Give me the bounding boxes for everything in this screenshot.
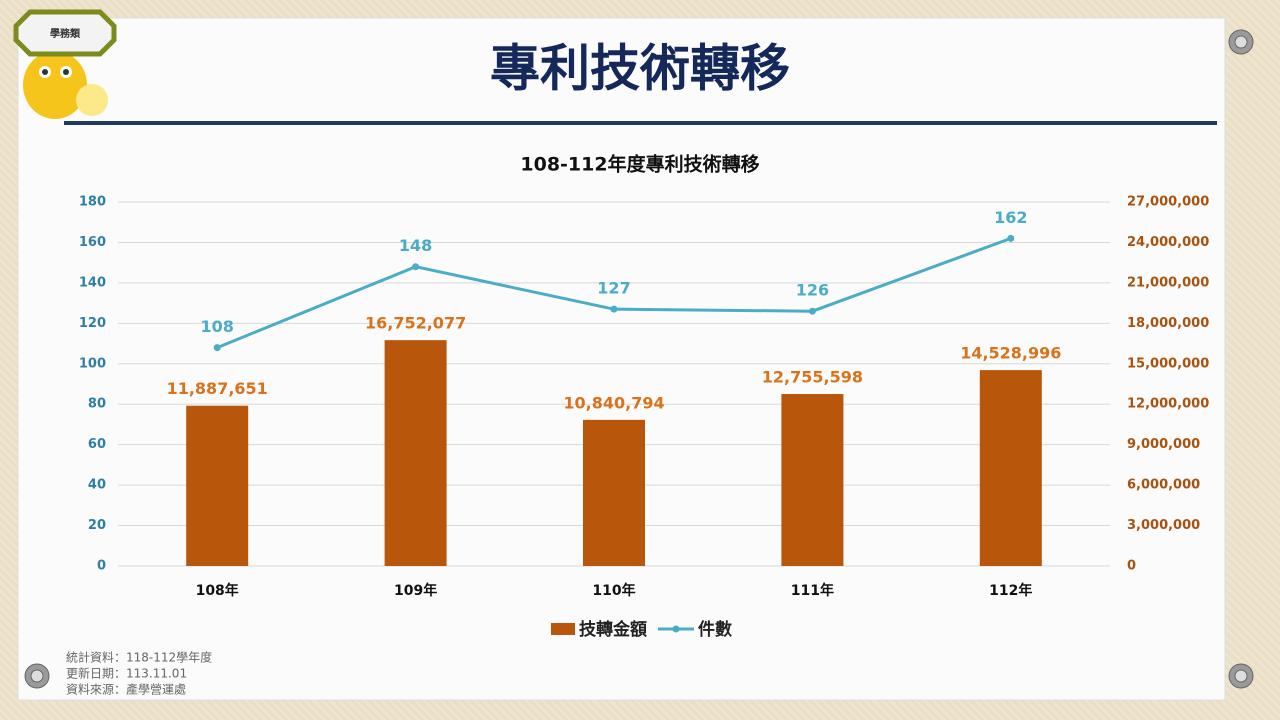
y2-tick-label: 27,000,000: [1127, 195, 1209, 210]
y2-tick-label: 6,000,000: [1127, 478, 1200, 493]
x-tick-label: 112年: [989, 582, 1032, 599]
y2-tick-label: 18,000,000: [1127, 316, 1209, 331]
y-tick-label: 120: [79, 316, 106, 331]
y-tick-label: 160: [79, 235, 106, 250]
bar: [979, 370, 1042, 566]
x-tick-label: 110年: [592, 582, 635, 599]
y2-tick-label: 9,000,000: [1127, 437, 1200, 452]
y2-tick-label: 21,000,000: [1127, 275, 1209, 290]
bar: [583, 419, 645, 566]
data-label: 14,528,996: [960, 344, 1061, 363]
legend-label: 件數: [698, 619, 732, 640]
bar: [186, 405, 249, 566]
legend-label: 技轉金額: [579, 619, 647, 640]
data-label: 108: [200, 317, 233, 336]
y-tick-label: 0: [97, 559, 106, 574]
chart-title: 108-112年度專利技術轉移: [520, 153, 759, 176]
x-tick-label: 108年: [196, 582, 239, 599]
marker: [213, 344, 221, 352]
y2-tick-label: 3,000,000: [1127, 518, 1200, 533]
x-tick-label: 109年: [394, 582, 437, 599]
data-label: 12,755,598: [762, 368, 863, 387]
y2-tick-label: 0: [1127, 559, 1136, 574]
note: 資料來源：產學營運處: [66, 682, 186, 697]
data-label: 148: [399, 236, 432, 255]
marker: [808, 307, 816, 315]
marker: [610, 305, 618, 313]
slide-title: 專利技術轉移: [490, 40, 790, 98]
badge: 學務類: [50, 27, 81, 40]
y-tick-label: 180: [79, 195, 106, 210]
title-rule: [64, 121, 1217, 125]
y-tick-label: 40: [88, 478, 106, 493]
data-label: 127: [597, 279, 630, 298]
screws: [24, 29, 1254, 689]
y-tick-label: 60: [88, 437, 106, 452]
x-tick-label: 111年: [791, 582, 834, 599]
y-tick-label: 20: [88, 518, 106, 533]
data-label: 16,752,077: [365, 314, 466, 333]
y2-tick-label: 15,000,000: [1127, 356, 1209, 371]
panel: [17, 17, 1226, 701]
data-label: 11,887,651: [167, 379, 268, 398]
bar: [781, 394, 844, 566]
legend-swatch: [672, 625, 680, 633]
marker: [1007, 234, 1015, 242]
y-tick-label: 100: [79, 356, 106, 371]
data-label: 126: [796, 281, 829, 300]
y2-tick-label: 24,000,000: [1127, 235, 1209, 250]
note: 統計資料：118-112學年度: [66, 650, 212, 665]
y-tick-label: 80: [88, 397, 106, 412]
data-label: 162: [994, 208, 1027, 227]
data-label: 10,840,794: [563, 393, 664, 412]
mascot: [13, 9, 117, 119]
y-tick-label: 140: [79, 275, 106, 290]
legend-swatch: [551, 623, 575, 635]
note: 更新日期：113.11.01: [66, 666, 187, 681]
marker: [412, 263, 420, 271]
y2-tick-label: 12,000,000: [1127, 397, 1209, 412]
bar: [384, 340, 447, 566]
